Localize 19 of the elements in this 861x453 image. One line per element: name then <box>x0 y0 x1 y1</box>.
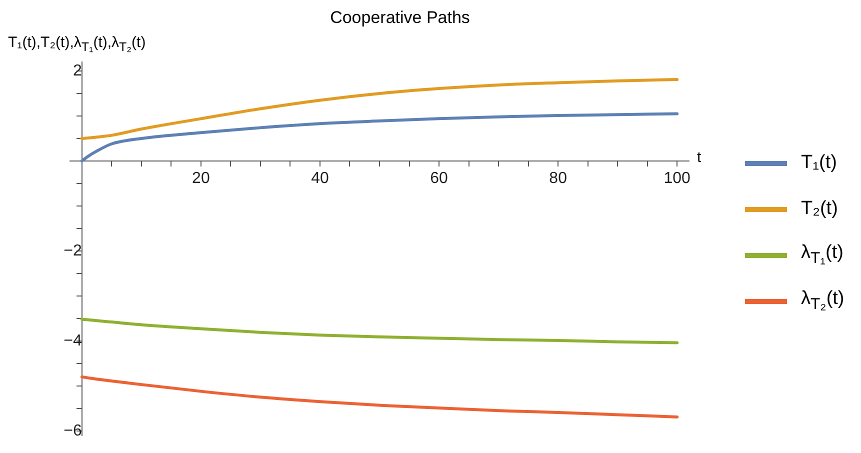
legend-label: T₁(t) <box>801 152 837 174</box>
line-series <box>80 112 679 162</box>
legend-label: λ$_{T₁}$(t) <box>801 242 844 268</box>
legend-label: T₂(t) <box>801 198 838 220</box>
chart-title: Cooperative Paths <box>329 8 471 28</box>
line-series <box>80 78 679 140</box>
x-tick-label: 60 <box>430 170 448 187</box>
line-series <box>80 318 679 344</box>
x-tick-label: 80 <box>549 170 568 187</box>
y-tick-label: −2 <box>64 242 82 260</box>
y-tick-label: −6 <box>64 422 82 440</box>
y-tick-label: −4 <box>64 332 82 350</box>
x-tick-label: 40 <box>311 170 329 187</box>
x-tick-label: 20 <box>192 170 210 187</box>
x-tick-label: 100 <box>664 170 691 187</box>
line-series <box>80 375 679 418</box>
y-axis-title: T₁(t),T₂(t),λ$_{T₁}$(t),λ$_{T₂}$(t) <box>8 34 146 54</box>
x-axis-title: t <box>697 148 702 166</box>
legend-label: λ$_{T₂}$(t) <box>801 288 844 314</box>
